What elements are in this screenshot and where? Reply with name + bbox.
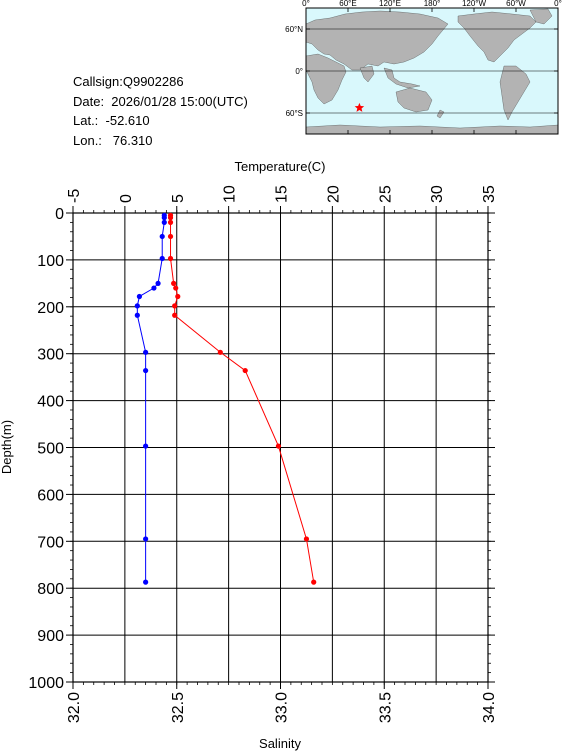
profile-chart: -5 0 5 10 15 20 25 30 35 32.0 32.5 33.0 33.5 34.0 01… — [0, 159, 498, 751]
callsign-text: Callsign:Q9902286 — [73, 74, 184, 89]
salinity-tick-label: 32.0 — [66, 692, 83, 723]
temperature-data-point — [167, 219, 174, 225]
salinity-data-point — [155, 280, 161, 286]
depth-tick-label: 400 — [37, 394, 64, 411]
temperature-data-point — [275, 443, 282, 449]
date-text: Date: 2026/01/28 15:00(UTC) — [73, 93, 248, 109]
series-layer — [134, 212, 317, 585]
depth-tick-label: 300 — [37, 347, 64, 364]
salinity-axis-title: Salinity — [259, 736, 301, 751]
map-greenland — [529, 8, 553, 25]
map-lon-label: 0° — [302, 0, 310, 8]
depth-tick-label: 1000 — [28, 675, 64, 692]
temperature-data-point — [311, 579, 317, 585]
temperature-tick-label: 20 — [325, 185, 342, 203]
map-land — [305, 8, 559, 135]
depth-tick-label: 100 — [37, 253, 64, 270]
map-lon-label: 60°E — [339, 0, 356, 8]
temperature-data-point — [167, 233, 174, 240]
station-info: Callsign:Q9902286 Date: 2026/01/28 15:00… — [73, 72, 248, 150]
salinity-data-point — [161, 215, 167, 221]
latitude-text: Lat.: -52.610 — [73, 113, 150, 128]
temperature-tick-label: 25 — [377, 185, 394, 203]
salinity-tick-label: 32.5 — [170, 692, 187, 723]
world-map: 0° 60°E 120°E 180° 120°W 60°W 0° 60°N 0° 60°S — [285, 0, 562, 135]
depth-tick-label: 600 — [37, 487, 64, 504]
map-australia — [395, 87, 433, 113]
salinity-profile-line — [136, 215, 165, 583]
salinity-data-point — [136, 293, 142, 300]
salinity-tick-label: 34.0 — [481, 692, 498, 723]
temperature-tick-label: 35 — [481, 185, 498, 203]
salinity-axis: 32.0 32.5 33.0 33.5 34.0 — [66, 682, 498, 723]
map-north-america — [457, 11, 537, 63]
salinity-data-point — [143, 536, 149, 542]
map-lat-label: 60°N — [285, 25, 303, 34]
salinity-data-point — [143, 349, 149, 355]
map-gridlines — [306, 28, 558, 114]
temperature-data-point — [173, 285, 179, 291]
map-lat-label: 60°S — [286, 109, 303, 118]
salinity-tick-label: 33.0 — [274, 692, 291, 723]
map-lon-label: 180° — [424, 0, 441, 8]
map-lat-label: 0° — [295, 67, 303, 76]
map-lon-label: 120°E — [379, 0, 401, 8]
temperature-data-point — [172, 312, 178, 318]
station-marker-star — [354, 102, 365, 112]
depth-tick-label: 0 — [55, 206, 64, 223]
temperature-tick-label: 0 — [118, 194, 135, 203]
temperature-data-point — [175, 293, 181, 300]
depth-tick-label: 700 — [37, 534, 64, 551]
map-tick-labels: 0° 60°E 120°E 180° 120°W 60°W 0° 60°N 0° 60°S — [285, 0, 562, 134]
map-se-asia — [383, 67, 421, 89]
temperature-tick-label: 10 — [222, 185, 239, 203]
temperature-data-point — [167, 255, 174, 262]
map-lon-label: 0° — [554, 0, 562, 8]
map-africa — [305, 53, 347, 105]
temperature-axis-title: Temperature(C) — [234, 159, 325, 174]
temperature-data-point — [172, 303, 178, 309]
temperature-data-point — [303, 536, 310, 542]
map-india — [359, 65, 375, 83]
temperature-tick-label: 5 — [170, 194, 187, 203]
depth-tick-label: 500 — [37, 441, 64, 458]
salinity-data-point — [143, 443, 149, 449]
salinity-data-point — [159, 255, 165, 262]
temperature-tick-label: 15 — [274, 185, 291, 203]
temperature-tick-label: -5 — [66, 189, 83, 203]
depth-tick-label: 200 — [37, 300, 64, 317]
temperature-profile-line — [170, 215, 315, 583]
temperature-data-point — [171, 280, 177, 286]
depth-axis: 0 100 200 300 400 500 600 700 800 900 1000 — [28, 206, 495, 692]
depth-tick-label: 900 — [37, 628, 64, 645]
depth-tick-label: 800 — [37, 581, 64, 598]
map-new-zealand — [436, 109, 445, 119]
map-eurasia — [305, 10, 449, 71]
map-south-america — [499, 65, 531, 121]
temperature-data-point — [242, 367, 248, 374]
salinity-data-point — [161, 219, 167, 225]
temperature-tick-label: 30 — [429, 185, 446, 203]
salinity-data-point — [143, 579, 149, 585]
temperature-axis: -5 0 5 10 15 20 25 30 35 — [66, 185, 498, 213]
temperature-data-point — [217, 349, 223, 355]
map-lon-label: 60°W — [506, 0, 526, 8]
salinity-data-point — [159, 233, 165, 240]
salinity-data-point — [143, 367, 149, 374]
salinity-data-point — [134, 303, 140, 309]
salinity-tick-label: 33.5 — [377, 692, 394, 723]
salinity-data-point — [134, 312, 140, 318]
depth-axis-title: Depth(m) — [0, 420, 14, 474]
longitude-text: Lon.: 76.310 — [73, 132, 153, 148]
map-lon-label: 120°W — [462, 0, 487, 8]
salinity-data-point — [151, 285, 157, 291]
temperature-data-point — [167, 215, 174, 221]
